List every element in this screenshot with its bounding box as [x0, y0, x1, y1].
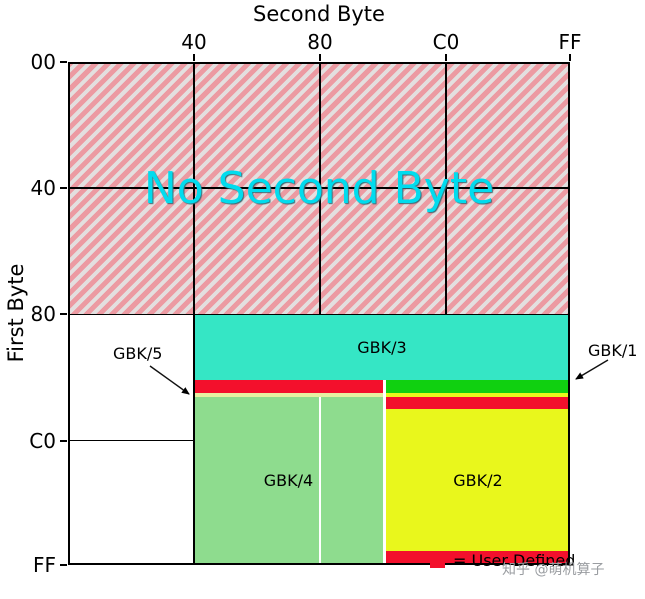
y-tick-label-C0: C0 — [29, 428, 56, 453]
boundary-h-80 — [68, 313, 570, 316]
x-tickmark-80 — [318, 54, 321, 61]
region-gbk2 — [385, 409, 570, 552]
region-label-gbk2: GBK/2 — [386, 409, 570, 551]
region-user-defined-aa-af — [385, 397, 570, 410]
y-tick-label-FF: FF — [32, 553, 56, 577]
gbk1-arrow — [575, 359, 609, 380]
region-gbk2-upper-sliver — [385, 393, 570, 398]
grid-h-c0-left — [68, 439, 194, 442]
region-label-gbk4: GBK/4 — [194, 397, 383, 564]
annotation-gbk1-label: GBK/1 — [588, 341, 638, 360]
region-label-text-no-second-byte: No Second Byte — [143, 162, 495, 214]
y-tickmark-C0 — [60, 439, 67, 442]
x-tickmark-FF — [569, 54, 571, 61]
legend: = User Defined — [430, 551, 575, 570]
x-axis-tick-labels: 40 80 C0 FF — [68, 30, 581, 56]
y-tick-label-80: 80 — [30, 302, 56, 327]
boundary-v-40-lower — [193, 314, 195, 565]
x-tick-label-40: 40 — [181, 30, 207, 54]
region-label-text-gbk3: GBK/3 — [357, 337, 407, 357]
user-defined-swatch — [430, 553, 445, 568]
y-tickmark-80 — [60, 313, 67, 316]
grid-lines-layer — [68, 62, 570, 565]
region-labels-layer: No Second Byte GBK/3 GBK/4 GBK/2 — [68, 62, 570, 565]
x-tick-label-C0: C0 — [432, 30, 460, 54]
y-tick-label-40: 40 — [30, 176, 56, 201]
x-tickmark-40 — [192, 54, 195, 61]
legend-label: = User Defined — [453, 551, 576, 570]
region-gbk3 — [193, 314, 570, 380]
annotation-gbk5-label: GBK/5 — [113, 344, 163, 363]
region-gbk5 — [193, 393, 383, 398]
y-tickmark-FF — [60, 564, 67, 566]
y-tickmark-00 — [60, 61, 67, 63]
x-axis-title: Second Byte — [253, 2, 385, 26]
region-label-text-gbk2: GBK/2 — [453, 470, 503, 490]
region-label-text-gbk4: GBK/4 — [263, 471, 314, 491]
region-gbk4 — [193, 397, 383, 564]
region-label-no-second-byte: No Second Byte — [68, 62, 570, 314]
divider-gbk4-80 — [318, 397, 321, 564]
x-tick-label-80: 80 — [307, 30, 333, 54]
y-tickmark-40 — [60, 187, 67, 190]
x-tick-label-FF: FF — [558, 30, 582, 54]
region-gbk1 — [385, 379, 570, 394]
x-tickmark-C0 — [444, 54, 447, 61]
tick-marks-layer — [60, 54, 571, 566]
y-axis-tick-labels: 00 40 80 C0 FF — [20, 50, 56, 577]
region-label-gbk3: GBK/3 — [194, 314, 570, 379]
grid-h-40 — [68, 187, 570, 189]
region-user-defined-a1-a7 — [193, 379, 383, 394]
y-tick-label-00: 00 — [30, 50, 56, 74]
watermark: 知乎 @萌机算子 — [502, 562, 605, 578]
plot-area: No Second Byte GBK/3 GBK/4 GBK/2 — [60, 54, 571, 566]
